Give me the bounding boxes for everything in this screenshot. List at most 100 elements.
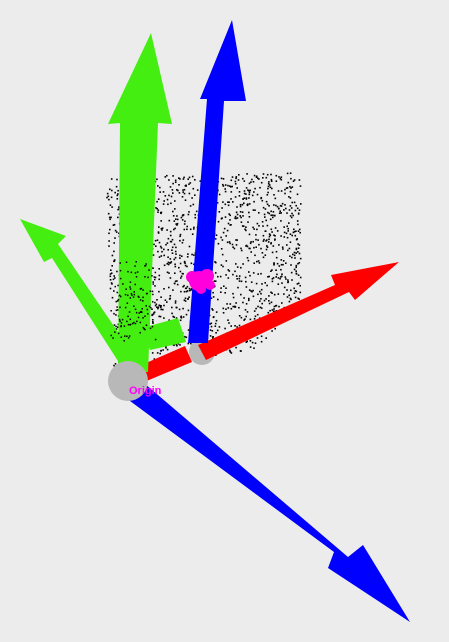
point [245,187,248,189]
point [163,317,165,319]
point [273,305,276,308]
point [295,204,297,207]
point [218,211,221,213]
point [112,224,115,226]
point [109,228,111,231]
point [142,317,144,319]
point [254,342,257,344]
point [267,187,269,190]
point [260,247,262,250]
point [228,201,230,203]
point [279,210,281,212]
point [181,272,184,275]
point [184,297,187,300]
point [215,234,218,236]
point [188,183,190,185]
point [268,295,270,297]
point [129,286,131,288]
point [109,273,112,275]
point [258,178,260,180]
point [243,190,246,192]
point [260,181,263,184]
point [114,229,117,232]
point [192,187,195,190]
point [193,226,195,229]
point [183,223,186,225]
point [227,222,230,225]
point [264,254,267,256]
point [221,253,224,256]
point [110,178,113,180]
point [165,345,167,348]
point [257,260,260,262]
point [269,309,271,312]
point [186,285,189,288]
point [273,262,275,264]
point [158,226,160,228]
point [229,303,232,305]
point [252,240,254,243]
point [113,364,115,367]
point [178,308,181,311]
point [151,314,153,317]
point [169,297,171,300]
point [293,201,296,204]
point [224,203,227,206]
point [260,335,263,338]
point [191,233,194,235]
point [182,178,185,180]
point [264,282,266,284]
point [286,172,289,175]
point [279,277,281,280]
point [260,340,263,343]
point [110,334,112,337]
point [299,257,302,260]
point [158,268,160,270]
point [112,278,115,281]
point [235,211,238,214]
point [248,289,251,291]
point [123,340,125,342]
point [248,193,251,196]
point [179,257,181,259]
secondary-x-axis-arrow [198,262,399,360]
point [114,363,117,365]
point [129,297,132,299]
point [158,290,160,293]
point [176,189,178,191]
point [237,286,239,289]
point [245,198,248,200]
point [232,273,234,276]
point [137,295,140,298]
point [153,311,156,313]
point [178,184,180,186]
point [242,301,244,304]
point [172,315,174,318]
point [187,298,189,300]
point [261,221,264,223]
point [270,180,273,182]
point [255,282,258,285]
point [274,235,276,237]
point [227,319,229,321]
point [296,207,299,210]
point [106,196,108,199]
point [169,258,172,260]
point [245,286,248,288]
point [265,298,267,300]
point [239,211,242,213]
point [149,290,152,292]
point [108,245,110,247]
point [270,242,272,244]
point [267,276,269,278]
point [268,300,270,302]
point [249,189,251,192]
point [183,176,185,179]
point [179,233,182,236]
point [166,348,169,351]
point [230,191,233,193]
point [275,276,277,278]
point [277,283,280,285]
